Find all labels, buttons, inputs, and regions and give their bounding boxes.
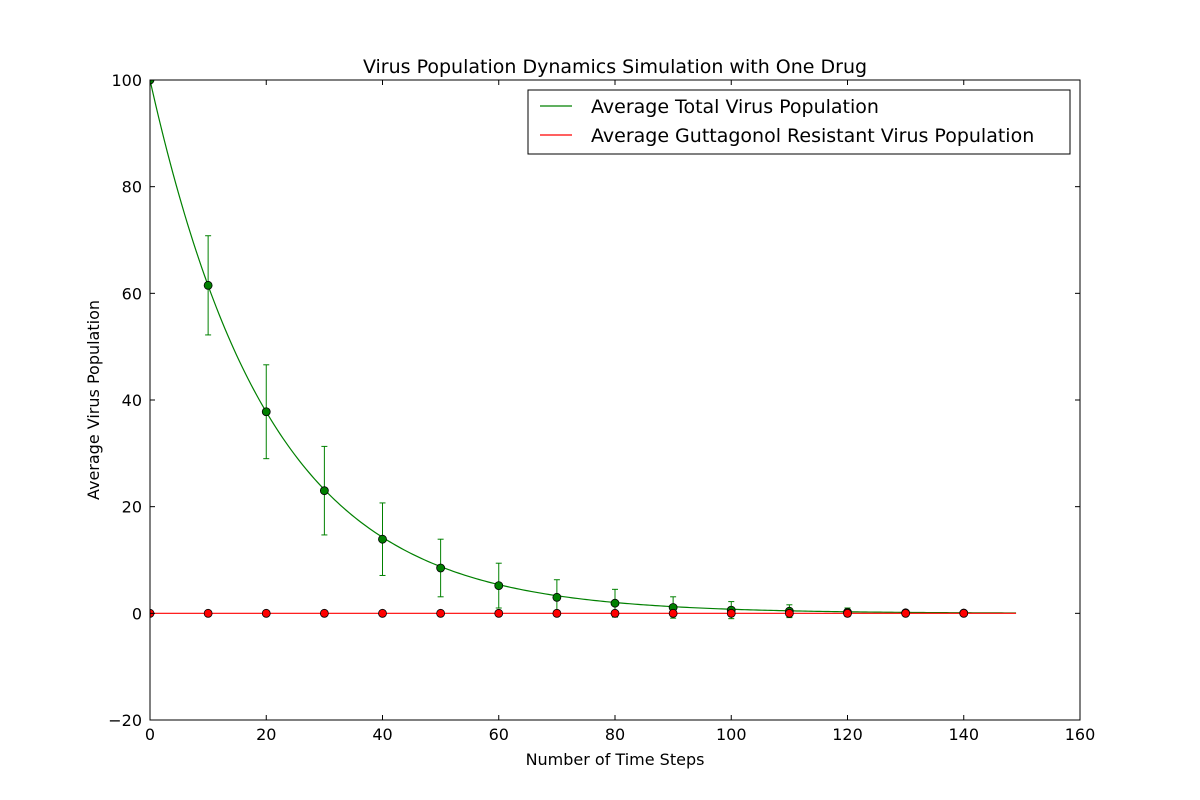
data-point-average-guttagonol-resistant-virus-population [319,608,329,618]
legend-label-total: Average Total Virus Population [591,96,879,118]
x-tick-label: 40 [372,725,392,744]
x-tick-label: 80 [605,725,625,744]
x-axis-label: Number of Time Steps [526,750,705,769]
y-axis-label: Average Virus Population [84,300,103,500]
data-point-average-total-virus-population [552,592,562,602]
data-point-average-guttagonol-resistant-virus-population [494,608,504,618]
x-tick-label: 100 [716,725,747,744]
data-point-average-guttagonol-resistant-virus-population [726,608,736,618]
data-point-average-guttagonol-resistant-virus-population [784,608,794,618]
data-point-average-guttagonol-resistant-virus-population [610,608,620,618]
y-tick-label: 40 [122,391,142,410]
x-tick-label: 60 [489,725,509,744]
y-tick-label: 0 [132,604,142,623]
legend-box [527,89,1071,155]
plot-area [150,80,1017,620]
y-tick-label: 20 [122,498,142,517]
chart-title: Virus Population Dynamics Simulation wit… [363,56,867,78]
data-point-average-guttagonol-resistant-virus-population [261,608,271,618]
legend-label-resistant: Average Guttagonol Resistant Virus Popul… [591,125,1034,147]
data-point-average-total-virus-population [436,563,446,573]
x-tick-label: 0 [145,725,155,744]
y-tick-label: 100 [111,71,142,90]
data-point-average-guttagonol-resistant-virus-population [552,608,562,618]
y-tick-label: 60 [122,284,142,303]
data-point-average-guttagonol-resistant-virus-population [843,608,852,618]
x-tick-label: 120 [832,725,863,744]
data-point-average-guttagonol-resistant-virus-population [203,608,213,618]
legend: Average Total Virus Population Average G… [527,89,1071,155]
x-tick-label: 140 [948,725,979,744]
data-point-average-total-virus-population [494,581,504,590]
data-point-average-guttagonol-resistant-virus-population [436,608,446,618]
data-point-average-guttagonol-resistant-virus-population [378,608,387,618]
data-point-average-total-virus-population [319,486,329,496]
data-point-average-guttagonol-resistant-virus-population [901,608,911,618]
data-point-average-total-virus-population [261,407,271,417]
series-line-average-total-virus-population [150,80,1017,614]
data-point-average-total-virus-population [610,598,620,608]
data-point-average-guttagonol-resistant-virus-population [668,608,678,618]
data-point-average-total-virus-population [203,280,213,290]
x-tick-label: 160 [1065,725,1096,744]
data-point-average-total-virus-population [150,80,155,85]
x-tick-label: 20 [256,725,276,744]
data-point-average-guttagonol-resistant-virus-population [959,608,969,618]
y-tick-label: −20 [108,711,142,730]
data-point-average-total-virus-population [378,534,387,544]
y-tick-label: 80 [122,178,142,197]
